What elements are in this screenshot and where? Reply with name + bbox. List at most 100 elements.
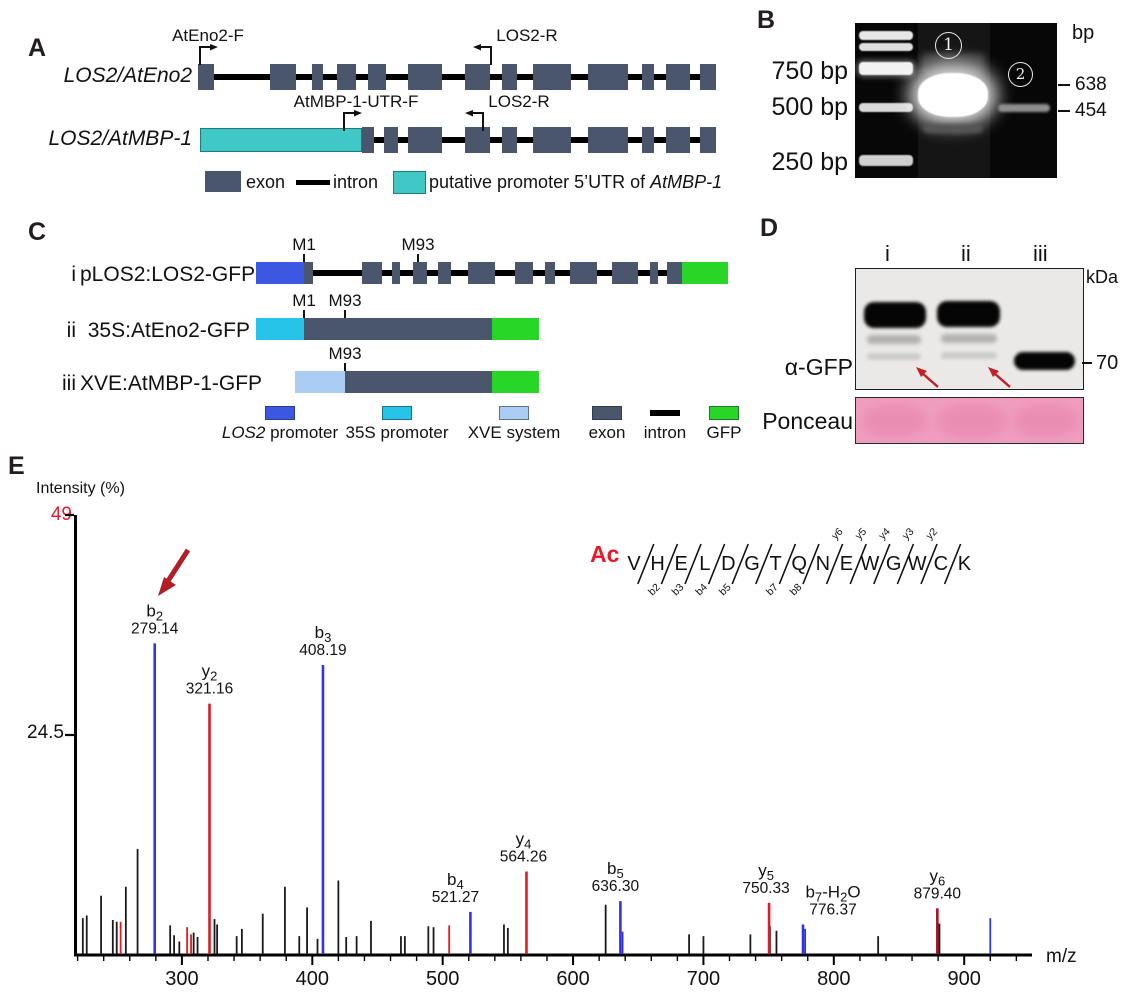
peptide-residue: W bbox=[861, 553, 880, 575]
lane-2-badge: 2 bbox=[1008, 62, 1033, 87]
x-tick-label: 700 bbox=[687, 968, 720, 990]
gene-name: LOS2/AtMBP-1 bbox=[48, 127, 192, 150]
exon-box bbox=[312, 64, 323, 90]
p35s-segment bbox=[256, 318, 304, 340]
peptide-residue: E bbox=[675, 553, 688, 575]
acetyl-label: Ac bbox=[590, 541, 620, 567]
primer-arrow-icon bbox=[343, 110, 362, 131]
exon-box bbox=[570, 262, 597, 284]
exon-box bbox=[198, 64, 214, 90]
exon-box bbox=[413, 262, 427, 284]
blot-band-i bbox=[864, 302, 926, 328]
marker-tick bbox=[303, 254, 305, 262]
panel-a-label: A bbox=[28, 34, 47, 62]
peak-ion-label: b2 bbox=[146, 601, 163, 623]
y-tick-24-5: 24.5 bbox=[27, 722, 64, 743]
panel-e-label: E bbox=[8, 452, 26, 480]
peak-mz-value: 564.26 bbox=[500, 848, 547, 865]
ladder-label-500: 500 bp bbox=[771, 93, 848, 121]
peptide-residue: K bbox=[958, 553, 972, 575]
peptide-residue: N bbox=[816, 553, 830, 575]
peptide-residue: D bbox=[721, 553, 735, 575]
b-ion-fragment-label: b4 bbox=[693, 581, 710, 598]
b-ion-fragment-label: b3 bbox=[670, 581, 687, 598]
kda-unit-label: kDa bbox=[1086, 267, 1119, 287]
primer-arrow-icon bbox=[465, 110, 484, 131]
peak-ion-label: y2 bbox=[202, 662, 218, 684]
blot-lane-ii-label: ii bbox=[961, 241, 971, 266]
highlight-arrow-icon bbox=[158, 548, 191, 596]
size-label-454: 454 bbox=[1075, 100, 1107, 121]
los2_promoter-legend-swatch bbox=[265, 406, 295, 420]
peak-ion-label: y6 bbox=[929, 866, 945, 888]
peptide-residue: G bbox=[886, 553, 902, 575]
marker-tick bbox=[344, 310, 346, 318]
western-blot-image bbox=[855, 268, 1084, 390]
exon-box bbox=[588, 127, 628, 153]
construct-roman: iii bbox=[62, 372, 76, 395]
b-ion-fragment-label: b5 bbox=[717, 581, 734, 598]
peak-mz-value: 408.19 bbox=[299, 642, 346, 659]
peak-mz-value: 776.37 bbox=[809, 901, 856, 918]
peptide-residue: W bbox=[908, 553, 927, 575]
exon-segment bbox=[304, 262, 313, 284]
x-tick-label: 600 bbox=[556, 968, 589, 990]
blot-band-iii bbox=[1014, 352, 1075, 370]
construct-name: XVE:AtMBP-1-GFP bbox=[80, 372, 263, 395]
kda-label-70: 70 bbox=[1096, 352, 1119, 374]
xve-legend-swatch bbox=[499, 406, 529, 420]
y-ion-fragment-label: y4 bbox=[876, 526, 892, 542]
ladder-label-750: 750 bp bbox=[771, 57, 848, 85]
peak-mz-value: 750.33 bbox=[742, 880, 789, 897]
primer-label: AtEno2-F bbox=[172, 26, 244, 45]
peptide-residue: G bbox=[744, 553, 760, 575]
intron-line bbox=[200, 74, 716, 80]
peak-ion-label: b3 bbox=[315, 623, 332, 645]
gfp-segment bbox=[682, 262, 728, 284]
exon-box bbox=[362, 262, 382, 284]
lane-1-badge: 1 bbox=[935, 32, 962, 59]
y-ion-fragment-label: y3 bbox=[900, 526, 916, 542]
intron-legend-swatch bbox=[296, 180, 330, 185]
construct-name: 35S:AtEno2-GFP bbox=[87, 319, 250, 342]
exon-box bbox=[533, 64, 571, 90]
exon-box bbox=[392, 262, 400, 284]
x-tick-label: 500 bbox=[426, 968, 459, 990]
blot-lane-i-label: i bbox=[885, 241, 890, 266]
marker-tick bbox=[344, 363, 346, 371]
gfp-segment bbox=[492, 318, 539, 340]
y-ion-fragment-label: y5 bbox=[853, 526, 869, 542]
primer-label: LOS2-R bbox=[496, 26, 558, 45]
exon-box bbox=[270, 64, 296, 90]
exon-box bbox=[384, 127, 398, 153]
marker-tick bbox=[417, 254, 419, 262]
exon-box bbox=[515, 262, 533, 284]
marker-label: M93 bbox=[401, 235, 435, 254]
marker-label: M93 bbox=[328, 344, 362, 363]
exon-legend-label: exon bbox=[246, 172, 286, 192]
size-label-638: 638 bbox=[1075, 74, 1107, 95]
exon-box bbox=[502, 64, 517, 90]
b-ion-fragment-label: b7 bbox=[764, 581, 781, 598]
exon-box bbox=[667, 262, 682, 284]
antibody-label: α-GFP bbox=[784, 354, 853, 380]
b-ion-fragment-label: b2 bbox=[646, 581, 663, 598]
los2_promoter-segment bbox=[256, 262, 304, 284]
peptide-residue: Q bbox=[791, 553, 807, 575]
intron-legend-label: intron bbox=[333, 172, 379, 192]
x-tick-label: 900 bbox=[948, 968, 981, 990]
exon-box bbox=[666, 64, 690, 90]
exon-box bbox=[612, 262, 638, 284]
peptide-residue: E bbox=[840, 553, 853, 575]
x-tick-label: 800 bbox=[817, 968, 850, 990]
y-ion-fragment-label: y2 bbox=[924, 526, 940, 542]
kda-tick-70 bbox=[1082, 362, 1092, 365]
peak-ion-label: b7-H2O bbox=[805, 882, 860, 904]
exon-box bbox=[408, 127, 442, 153]
exon-box bbox=[368, 64, 386, 90]
exon-legend-label: exon bbox=[588, 423, 626, 442]
xve-legend-label: XVE system bbox=[467, 423, 561, 442]
exon-box bbox=[468, 262, 495, 284]
peak-mz-value: 279.14 bbox=[131, 620, 179, 637]
